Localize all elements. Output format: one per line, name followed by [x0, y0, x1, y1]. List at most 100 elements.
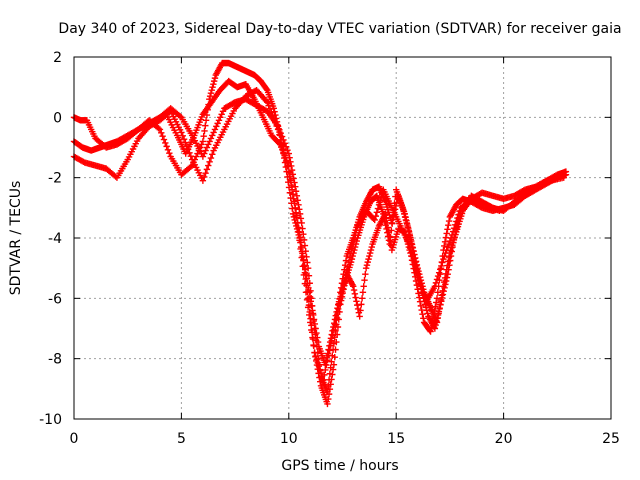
data-point: [329, 371, 336, 378]
series-track-4: [113, 77, 567, 383]
data-point: [358, 301, 365, 308]
data-point: [414, 274, 421, 281]
data-point: [419, 310, 426, 318]
data-point: [372, 212, 379, 220]
data-point: [285, 162, 292, 169]
data-point: [188, 162, 196, 169]
data-point: [202, 117, 210, 124]
data-point: [441, 252, 448, 260]
data-point: [208, 86, 215, 94]
data-point: [387, 234, 394, 241]
data-point: [328, 376, 335, 383]
data-point: [339, 286, 346, 293]
data-point: [432, 321, 439, 329]
data-point: [340, 281, 347, 288]
data-point: [437, 266, 444, 273]
data-point: [408, 249, 415, 256]
data-point: [293, 222, 300, 230]
data-point: [440, 255, 447, 263]
data-point: [325, 395, 332, 403]
data-point: [289, 191, 297, 198]
data-point: [405, 228, 413, 236]
data-point: [360, 283, 367, 290]
data-point: [327, 381, 334, 388]
data-point: [345, 258, 353, 266]
data-point: [215, 117, 223, 124]
data-point: [445, 266, 452, 273]
data-point: [439, 291, 447, 298]
y-tick-label: -2: [48, 171, 62, 187]
data-point: [359, 289, 367, 296]
data-point: [199, 153, 207, 160]
data-point: [178, 129, 185, 136]
data-point: [417, 283, 425, 290]
data-point: [443, 230, 450, 237]
data-point: [560, 174, 567, 181]
data-point: [434, 272, 442, 280]
data-point: [411, 261, 418, 268]
y-tick-label: -10: [39, 412, 62, 428]
data-point: [199, 138, 207, 145]
data-point: [287, 194, 294, 202]
data-point: [195, 147, 203, 154]
data-point: [453, 218, 460, 225]
data-point: [456, 208, 463, 215]
data-point: [438, 298, 445, 305]
data-point: [380, 210, 387, 218]
data-point: [319, 376, 327, 383]
data-point: [329, 332, 337, 339]
data-point: [207, 154, 215, 162]
data-point: [297, 215, 305, 222]
data-point: [413, 269, 420, 277]
data-point: [448, 248, 455, 255]
data-point: [312, 325, 319, 332]
data-point: [434, 289, 442, 296]
data-point: [190, 159, 197, 166]
data-point: [363, 261, 371, 269]
data-point: [440, 287, 447, 295]
data-point: [350, 283, 357, 290]
data-point: [388, 220, 396, 227]
data-point: [314, 338, 322, 346]
data-point: [294, 219, 301, 227]
data-point: [158, 129, 165, 136]
data-point: [311, 349, 318, 356]
data-point: [325, 346, 332, 353]
data-point: [350, 240, 357, 248]
data-point: [433, 299, 440, 306]
data-point: [324, 356, 331, 364]
data-point: [295, 228, 302, 235]
data-point: [296, 206, 303, 213]
data-point: [201, 150, 208, 157]
data-point: [366, 249, 374, 257]
data-point: [206, 93, 214, 100]
data-point: [293, 212, 300, 219]
data-point: [305, 284, 312, 291]
data-point: [445, 217, 453, 225]
data-point: [155, 125, 162, 132]
data-point: [329, 366, 337, 373]
y-tick-label: 0: [53, 110, 62, 126]
data-point: [416, 280, 424, 287]
data-point: [291, 179, 298, 186]
data-point: [367, 246, 375, 254]
x-tick-label: 20: [495, 431, 513, 447]
data-point: [384, 229, 391, 236]
data-point: [326, 386, 334, 393]
data-point: [299, 263, 306, 270]
data-point: [192, 153, 200, 160]
data-point: [415, 290, 422, 297]
data-point: [427, 328, 434, 335]
data-point: [421, 301, 429, 308]
data-point: [356, 313, 363, 320]
data-point: [371, 216, 378, 224]
data-point: [310, 316, 318, 323]
data-point: [271, 108, 278, 115]
data-point: [206, 158, 213, 166]
data-point: [446, 261, 453, 269]
data-point: [431, 307, 438, 314]
data-point: [159, 132, 166, 140]
data-point: [288, 183, 296, 191]
y-axis-label: SDTVAR / TECUs: [8, 181, 24, 296]
data-point: [400, 207, 407, 215]
